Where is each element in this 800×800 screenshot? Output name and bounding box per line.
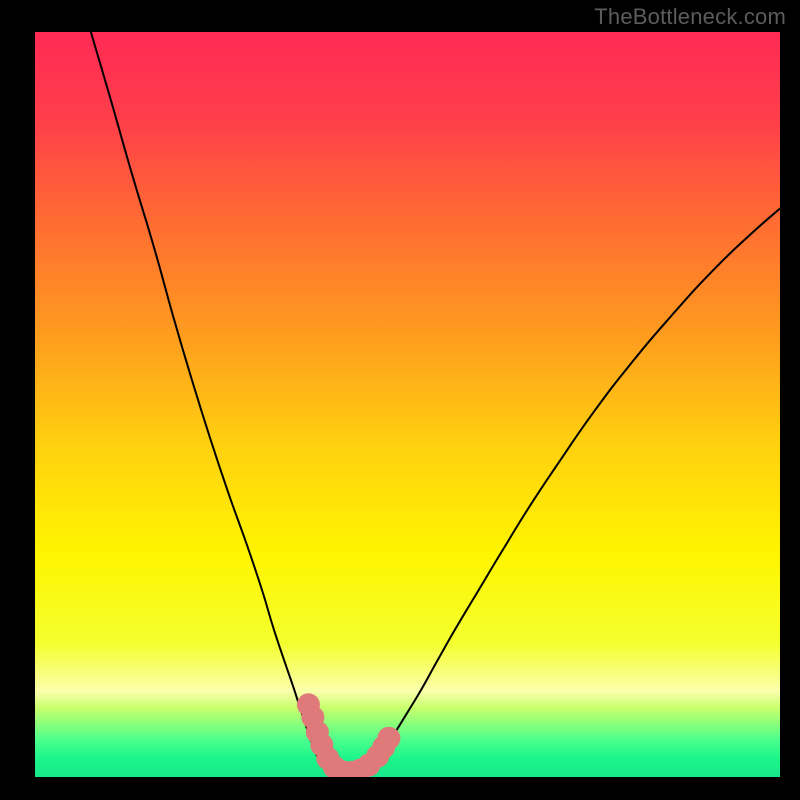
stage: TheBottleneck.com <box>0 0 800 800</box>
plot-background <box>35 32 780 777</box>
watermark-text: TheBottleneck.com <box>594 4 786 30</box>
marker-point <box>378 727 400 749</box>
bottleneck-chart <box>0 0 800 800</box>
